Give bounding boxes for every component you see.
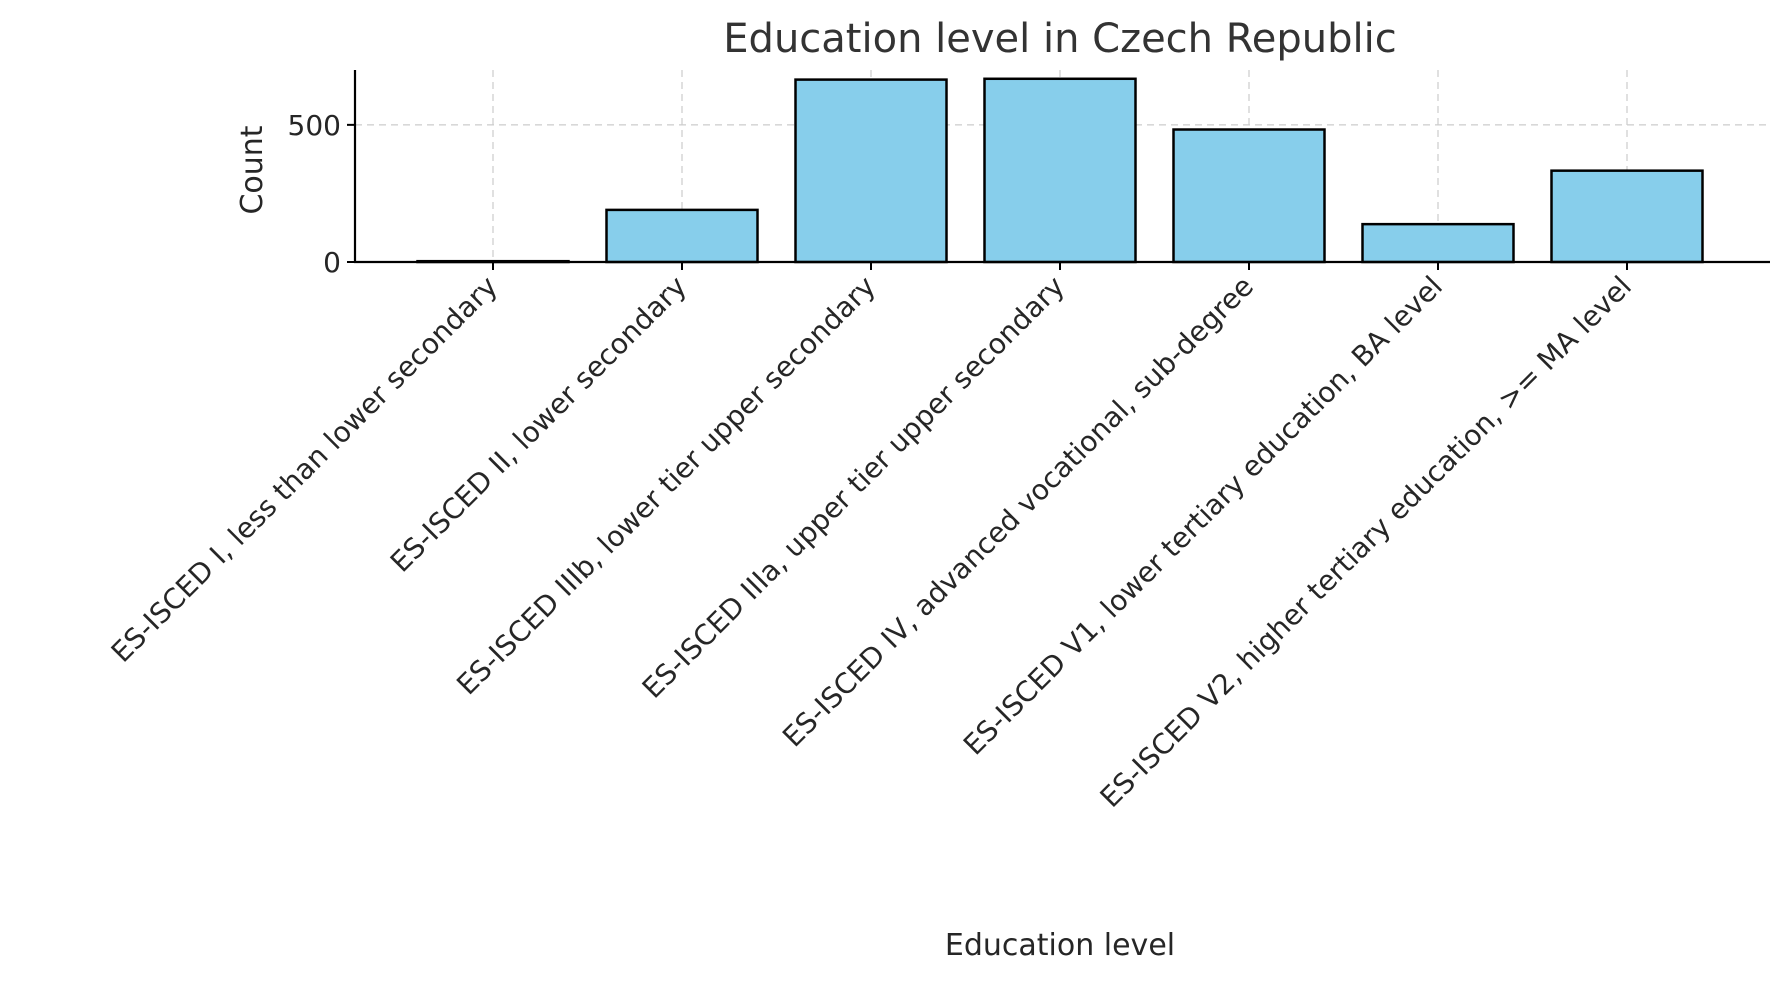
x-tick-label: ES-ISCED II, lower secondary	[384, 270, 693, 579]
bar	[983, 77, 1137, 264]
y-tick-label: 500	[288, 109, 341, 142]
bar	[794, 78, 948, 264]
x-tick-label: ES-ISCED IIIb, lower tier upper secondar…	[450, 270, 882, 702]
x-axis-label: Education level	[945, 928, 1175, 963]
x-tick-label: ES-ISCED IIIa, upper tier upper secondar…	[636, 270, 1071, 705]
bar	[605, 208, 759, 264]
x-ticks: ES-ISCED I, less than lower secondaryES-…	[105, 262, 1638, 814]
axes	[353, 70, 1770, 264]
bar	[1172, 128, 1326, 264]
bar	[1361, 222, 1515, 264]
y-axis-label: Count	[235, 125, 270, 214]
bars	[416, 77, 1704, 264]
x-tick-label: ES-ISCED I, less than lower secondary	[105, 270, 504, 669]
chart-title: Education level in Czech Republic	[723, 16, 1396, 62]
bar	[1550, 169, 1704, 264]
y-ticks: 0 500	[288, 109, 355, 279]
y-tick-label: 0	[323, 246, 341, 279]
